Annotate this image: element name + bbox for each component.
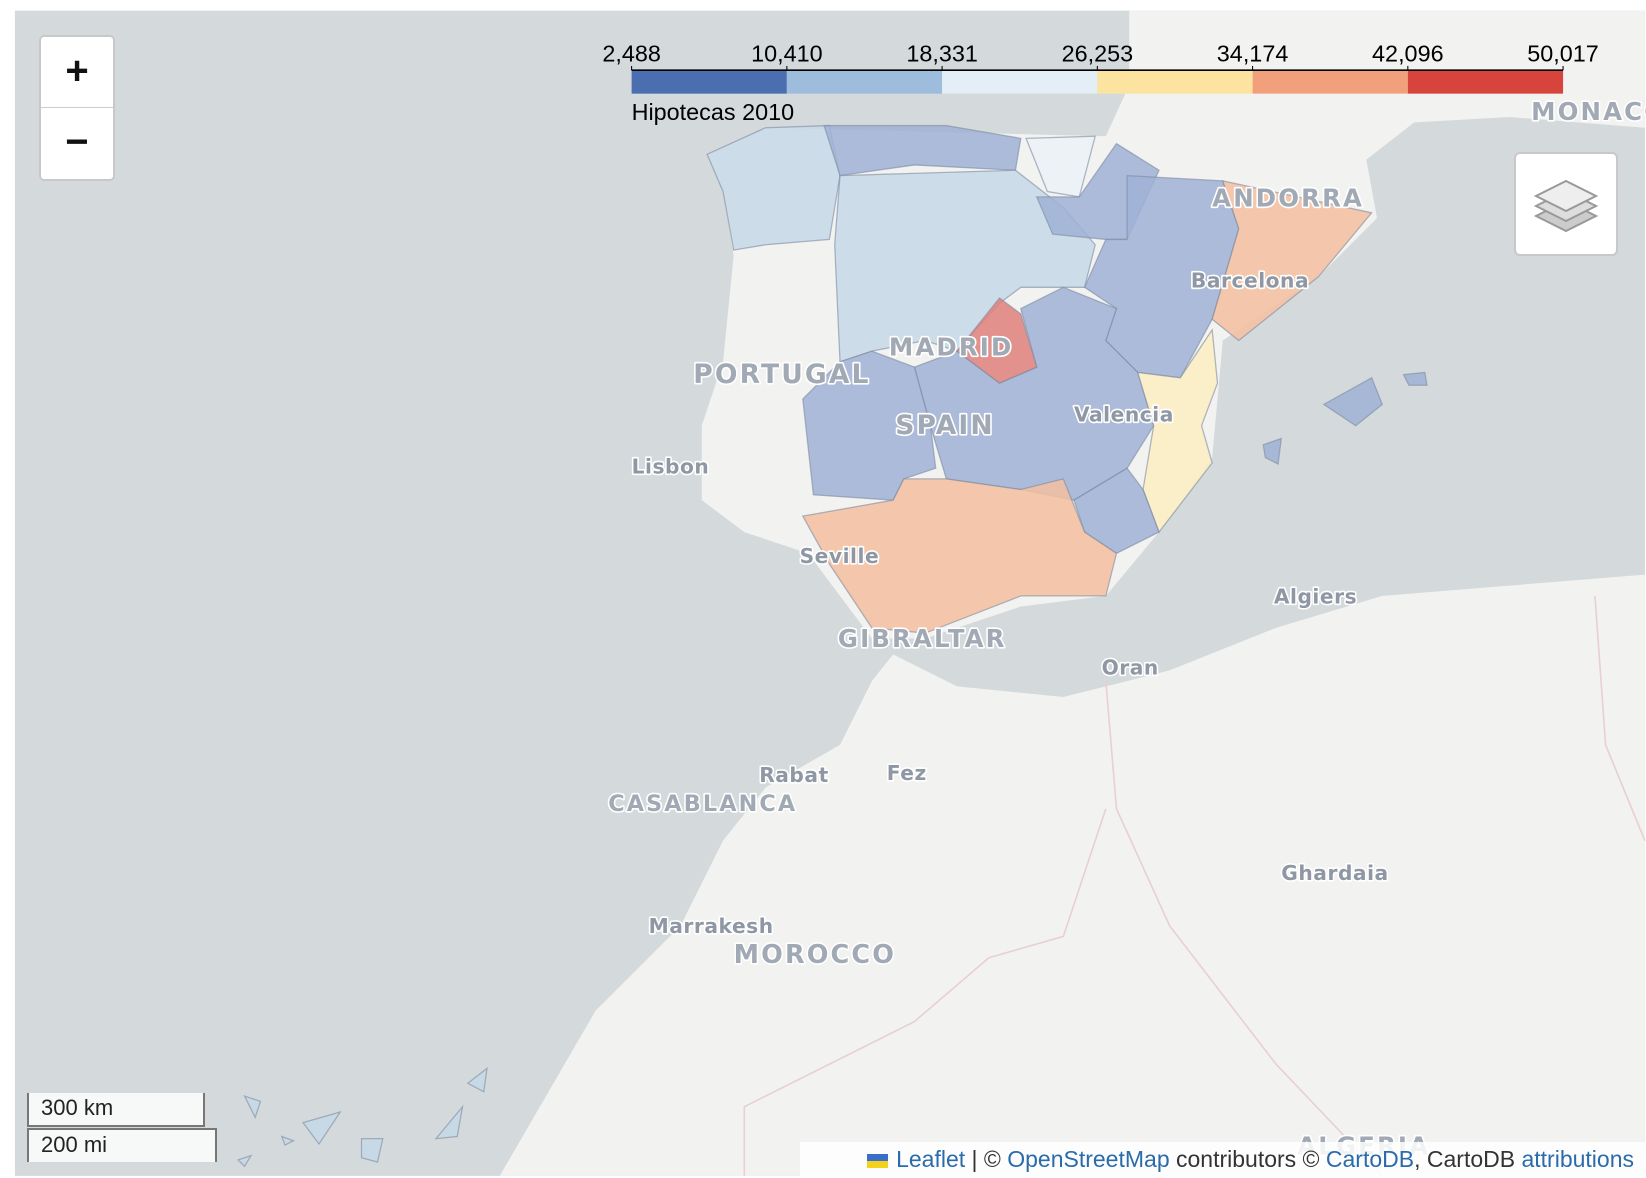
legend: Hipotecas 2010 2,488 10,410 18,331 26,253 34… (602, 41, 1598, 126)
legend-tick-label: 2,488 (602, 41, 661, 67)
extremadura (802, 350, 937, 501)
place-labels: MONACO ANDORRA Barcelona MADRID PORTUGAL… (607, 96, 1646, 1163)
legend-swatch (786, 70, 943, 94)
legend-tick-label: 34,174 (1217, 41, 1289, 67)
place-label: Oran (1102, 656, 1159, 680)
legend-tick-label: 18,331 (906, 41, 978, 67)
place-label: MADRID (889, 332, 1014, 361)
leaflet-link[interactable]: Leaflet (896, 1146, 966, 1172)
legend-swatch (631, 70, 787, 94)
place-label: Algiers (1274, 584, 1357, 608)
andalucia (801, 478, 1118, 634)
place-label: Lisbon (632, 455, 710, 479)
place-label: Rabat (759, 763, 829, 787)
place-label: Valencia (1074, 402, 1174, 426)
land (499, 574, 1645, 1176)
balearic-islands (1262, 371, 1428, 465)
attribution-text: | © (965, 1146, 1008, 1172)
border (1105, 680, 1383, 1177)
legend-tick-label: 42,096 (1372, 41, 1444, 67)
place-label: MOROCCO (734, 940, 896, 970)
legend-title: Hipotecas 2010 (632, 99, 794, 125)
place-label: Barcelona (1191, 268, 1309, 292)
regions (236, 124, 1428, 1168)
flag-icon (867, 1154, 889, 1168)
place-label: ANDORRA (1212, 183, 1364, 212)
canary-islands (236, 1066, 488, 1168)
legend-tick-label: 26,253 (1062, 41, 1134, 67)
legend-tick-label: 10,410 (751, 41, 823, 67)
attribution-text: contributors © (1169, 1146, 1326, 1172)
osm-link[interactable]: OpenStreetMap (1007, 1146, 1170, 1172)
legend-swatch (1407, 70, 1564, 94)
layers-icon (1533, 179, 1599, 233)
legend-swatch (942, 70, 1098, 94)
valencia (1136, 328, 1219, 534)
place-label: SPAIN (895, 410, 994, 441)
zoom-out[interactable]: − (41, 107, 113, 178)
attribution-text: , CartoDB (1414, 1146, 1522, 1172)
place-label: PORTUGAL (693, 359, 870, 390)
legend-tick-label: 50,017 (1527, 41, 1599, 67)
catalonia (1211, 180, 1373, 342)
scale-imperial: 200 mi (27, 1128, 217, 1162)
zoom-in[interactable]: + (65, 49, 89, 93)
attribution: Leaflet | © OpenStreetMap contributors ©… (800, 1142, 1646, 1176)
attributions-link[interactable]: attributions (1521, 1146, 1634, 1172)
place-label: GIBRALTAR (838, 624, 1007, 653)
border (988, 808, 1107, 959)
border (743, 957, 990, 1176)
place-label: CASABLANCA (608, 791, 797, 817)
place-label: MONACO (1531, 97, 1646, 126)
zoom-control: + − (39, 35, 115, 181)
layers-control[interactable] (1514, 152, 1618, 256)
place-label: Seville (800, 544, 880, 568)
place-label: Ghardaia (1281, 861, 1388, 885)
galicia (706, 124, 841, 251)
place-label: Marrakesh (649, 914, 774, 938)
carto-link[interactable]: CartoDB (1325, 1146, 1415, 1172)
place-label: Fez (887, 761, 927, 785)
legend-swatch (1252, 70, 1408, 94)
border (1594, 595, 1646, 841)
legend-swatch (1097, 70, 1253, 94)
scale-metric: 300 km (27, 1093, 205, 1127)
madrid (956, 297, 1038, 384)
